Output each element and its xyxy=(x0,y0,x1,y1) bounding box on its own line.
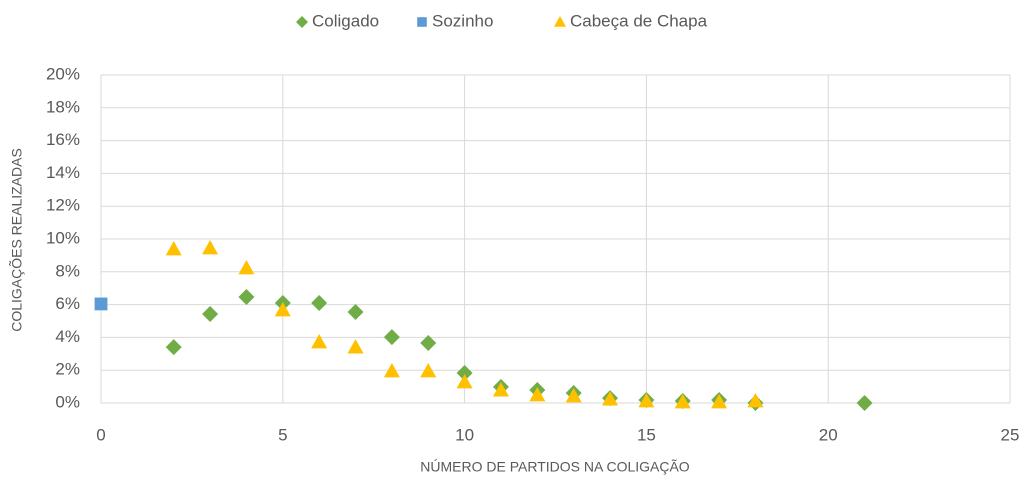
legend-marker xyxy=(417,17,427,27)
point xyxy=(202,305,219,322)
y-tick-label: 8% xyxy=(55,261,80,280)
point xyxy=(347,339,364,354)
point xyxy=(456,364,473,381)
legend-label: Cabeça de Chapa xyxy=(570,11,708,30)
legend-label: Coligado xyxy=(312,11,379,30)
y-tick-label: 4% xyxy=(55,327,80,346)
x-tick-label: 25 xyxy=(1001,425,1020,444)
x-axis-label: NÚMERO DE PARTIDOS NA COLIGAÇÃO xyxy=(420,459,690,475)
y-tick-label: 6% xyxy=(55,294,80,313)
point xyxy=(202,240,219,255)
point xyxy=(311,294,328,311)
legend-label: Sozinho xyxy=(432,11,493,30)
point xyxy=(94,297,108,311)
point xyxy=(638,393,655,408)
x-tick-label: 10 xyxy=(455,425,474,444)
point xyxy=(456,374,473,389)
x-tick-label: 5 xyxy=(278,425,287,444)
point xyxy=(347,303,364,320)
y-tick-label: 14% xyxy=(46,163,80,182)
y-tick-label: 18% xyxy=(46,97,80,116)
x-tick-label: 20 xyxy=(819,425,838,444)
legend-marker xyxy=(296,16,308,28)
point xyxy=(165,241,182,256)
point xyxy=(274,302,291,317)
point xyxy=(165,339,182,356)
point xyxy=(238,289,255,306)
point xyxy=(420,363,437,378)
point xyxy=(602,391,619,406)
legend-marker xyxy=(554,16,566,27)
y-tick-label: 16% xyxy=(46,130,80,149)
point xyxy=(383,329,400,346)
point xyxy=(383,363,400,378)
point xyxy=(420,334,437,351)
point xyxy=(674,394,691,409)
point xyxy=(711,394,728,409)
y-tick-label: 12% xyxy=(46,196,80,215)
point xyxy=(529,386,546,402)
point xyxy=(238,260,255,275)
point xyxy=(492,382,509,397)
y-tick-label: 20% xyxy=(46,64,80,83)
point xyxy=(747,393,764,408)
x-tick-label: 15 xyxy=(637,425,656,444)
point xyxy=(856,395,873,411)
y-tick-label: 2% xyxy=(55,360,80,379)
y-tick-label: 0% xyxy=(55,392,80,411)
point xyxy=(311,333,328,349)
x-tick-label: 0 xyxy=(96,425,105,444)
y-axis-label: COLIGAÇÕES REALIZADAS xyxy=(9,148,25,332)
y-tick-label: 10% xyxy=(46,228,80,247)
point xyxy=(565,387,582,403)
